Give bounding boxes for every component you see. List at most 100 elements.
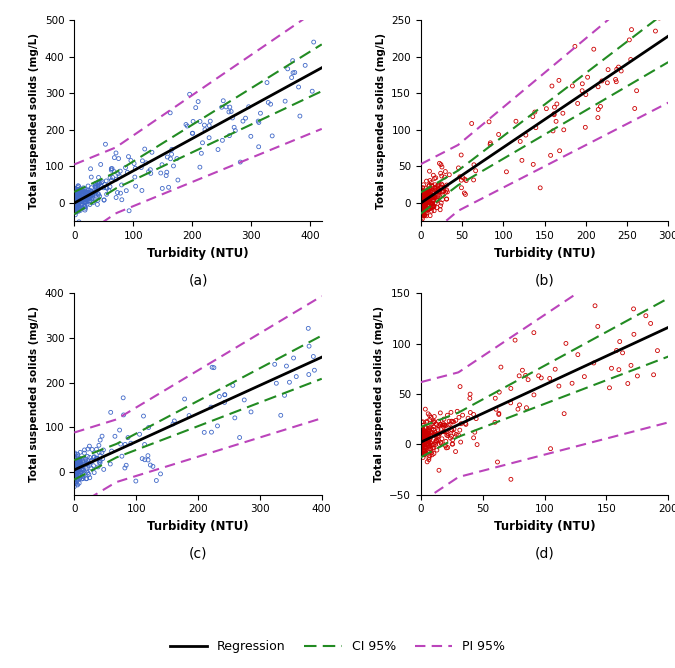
Point	[72, 454, 82, 464]
Point	[74, 200, 84, 211]
Point	[431, 436, 441, 446]
Point	[262, 77, 273, 88]
Point	[434, 179, 445, 190]
Point	[70, 471, 80, 482]
Point	[92, 462, 103, 472]
Point	[439, 420, 450, 430]
Point	[436, 171, 447, 182]
Point	[593, 104, 603, 115]
Point	[95, 435, 105, 446]
Point	[75, 187, 86, 198]
Point	[70, 457, 80, 468]
Point	[77, 190, 88, 200]
Point	[425, 433, 435, 444]
Point	[71, 466, 82, 476]
Point	[460, 174, 470, 184]
Point	[72, 200, 83, 211]
Point	[549, 110, 560, 120]
Point	[421, 196, 431, 207]
Point	[91, 444, 102, 455]
Point	[73, 473, 84, 484]
Point	[432, 180, 443, 191]
Point	[460, 418, 470, 429]
Point	[418, 202, 429, 213]
Point	[82, 194, 93, 204]
Point	[163, 182, 174, 192]
Point	[90, 180, 101, 191]
Point	[142, 450, 153, 461]
Point	[246, 407, 256, 418]
Point	[421, 198, 431, 208]
Point	[558, 108, 568, 119]
Point	[418, 442, 429, 453]
Point	[199, 427, 210, 438]
Point	[415, 426, 426, 437]
Point	[91, 186, 102, 196]
Point	[423, 430, 434, 440]
Point	[416, 437, 427, 448]
Point	[82, 458, 92, 468]
Point	[423, 438, 433, 449]
Point	[217, 135, 227, 146]
Point	[419, 427, 430, 438]
Point	[69, 468, 80, 478]
Point	[70, 472, 81, 483]
Point	[416, 204, 427, 215]
Point	[549, 102, 560, 112]
Point	[418, 208, 429, 218]
Point	[92, 180, 103, 190]
Point	[75, 196, 86, 206]
Point	[73, 198, 84, 209]
Point	[115, 439, 126, 450]
Point	[424, 196, 435, 206]
Point	[416, 206, 427, 217]
Point	[625, 54, 636, 65]
Point	[417, 435, 428, 446]
Point	[419, 450, 430, 460]
Point	[243, 102, 254, 112]
Point	[427, 418, 438, 429]
Point	[462, 413, 473, 424]
Point	[290, 67, 300, 77]
Point	[221, 102, 232, 112]
Point	[72, 192, 83, 203]
Point	[431, 420, 442, 430]
Point	[433, 420, 444, 431]
Point	[106, 165, 117, 176]
Point	[205, 116, 215, 126]
Point	[75, 205, 86, 216]
Point	[76, 466, 86, 477]
Point	[464, 389, 475, 399]
Point	[71, 462, 82, 472]
Point	[419, 204, 430, 214]
Point	[148, 461, 159, 472]
Point	[271, 378, 281, 389]
Point	[423, 204, 434, 214]
X-axis label: Turbidity (NTU): Turbidity (NTU)	[147, 246, 249, 260]
Point	[107, 172, 118, 183]
Point	[416, 197, 427, 208]
Point	[294, 111, 305, 122]
Point	[490, 393, 501, 403]
Point	[139, 144, 150, 154]
Point	[72, 196, 82, 207]
Point	[74, 203, 85, 214]
Point	[95, 458, 105, 468]
Point	[184, 410, 194, 421]
Point	[74, 472, 84, 482]
Point	[529, 389, 539, 400]
Point	[136, 185, 147, 196]
Point	[73, 180, 84, 191]
Point	[82, 188, 92, 198]
Point	[420, 438, 431, 448]
Point	[416, 202, 427, 213]
Point	[418, 443, 429, 454]
Point	[72, 458, 83, 468]
Point	[84, 199, 95, 210]
Point	[70, 468, 80, 478]
Point	[433, 190, 444, 200]
Point	[423, 436, 434, 447]
Point	[423, 195, 433, 206]
Point	[431, 436, 442, 446]
Point	[422, 190, 433, 200]
